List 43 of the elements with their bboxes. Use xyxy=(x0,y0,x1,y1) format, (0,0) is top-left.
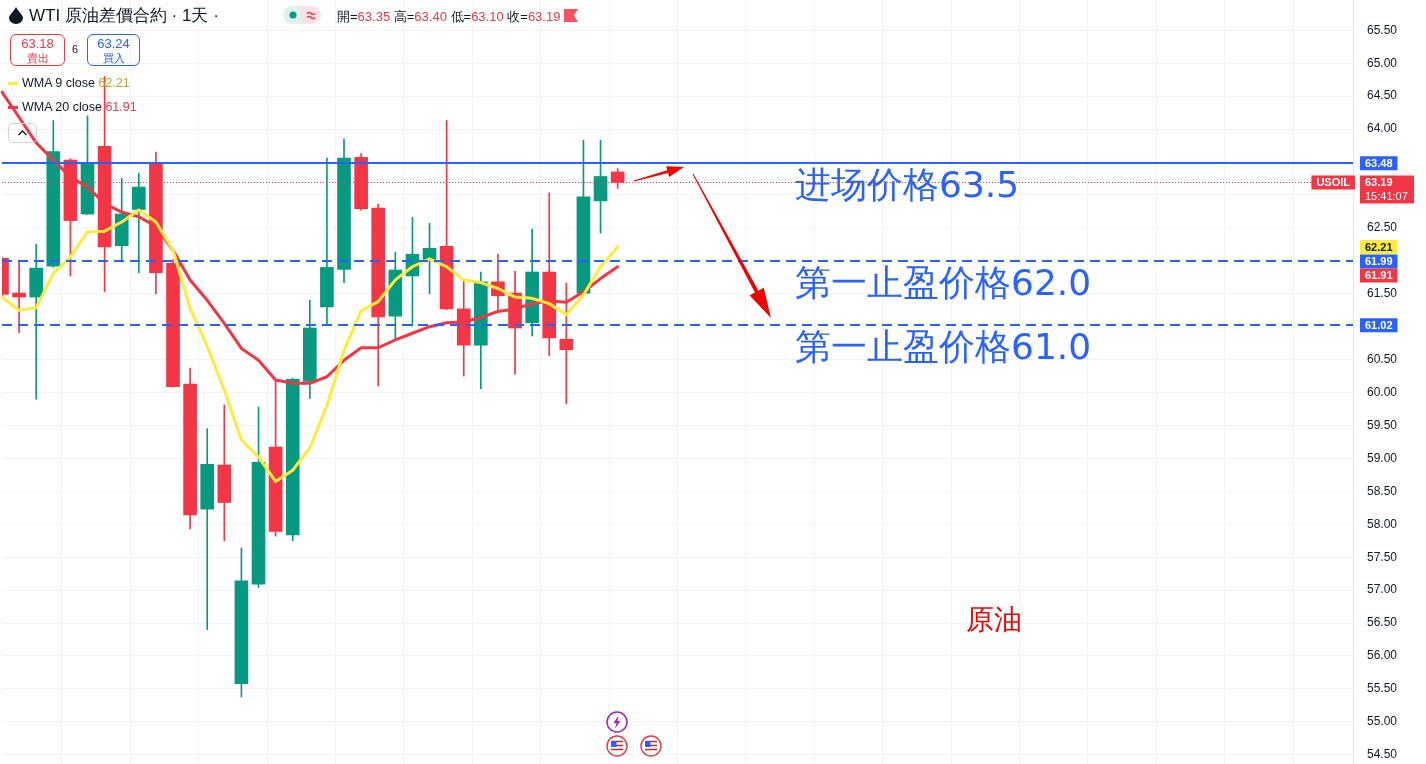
candlestick xyxy=(200,428,215,630)
annotation: 6 xyxy=(72,42,79,56)
y-tick-label: 54.50 xyxy=(1367,747,1398,762)
text: 62.21 xyxy=(1365,240,1393,253)
text: 15:41:07 xyxy=(1365,189,1408,202)
y-tick-label: 64.00 xyxy=(1367,121,1398,136)
y-tick-label: 57.00 xyxy=(1367,582,1398,597)
y-tick-label: 55.00 xyxy=(1367,714,1398,729)
y-tick-label: 56.00 xyxy=(1367,648,1398,663)
annotation: 61.91 xyxy=(105,100,137,114)
y-tick-label: 58.00 xyxy=(1367,516,1398,531)
ref-line-label: 63.48 xyxy=(1365,156,1393,169)
annotation: 第一止盈价格62.0 xyxy=(795,261,1092,303)
legend-label: WMA 20 close xyxy=(22,100,102,114)
y-tick-label: 60.50 xyxy=(1367,351,1398,366)
y-tick-label: 61.50 xyxy=(1367,286,1398,301)
legend-label: WMA 9 close xyxy=(22,76,95,90)
y-tick-label: 60.00 xyxy=(1367,384,1398,399)
y-tick-label: 55.50 xyxy=(1367,681,1398,696)
text: 開=63.35 高=63.40 低=63.10 收=63.19 xyxy=(337,9,561,24)
ref-line-label: 61.02 xyxy=(1365,318,1393,331)
annotation: 63.24 xyxy=(96,36,131,52)
y-tick-label: 64.50 xyxy=(1367,88,1398,103)
y-tick-label: 65.50 xyxy=(1367,22,1398,37)
y-tick-label: 65.00 xyxy=(1367,55,1398,70)
annotation: 賣出 xyxy=(25,52,50,65)
annotation: 買入 xyxy=(101,52,126,65)
candlestick xyxy=(29,244,44,400)
annotation: 原油 xyxy=(966,603,1022,637)
text: 61.91 xyxy=(1365,269,1393,281)
y-tick-label: 57.50 xyxy=(1367,549,1398,564)
annotation: 第一止盈价格61.0 xyxy=(795,325,1092,367)
y-tick-label: 56.50 xyxy=(1367,615,1398,630)
ref-line-label: 63.19 xyxy=(1365,175,1393,188)
annotation: USOIL xyxy=(1316,175,1351,188)
y-tick-label: 59.00 xyxy=(1367,450,1398,465)
ref-line-label: 61.99 xyxy=(1365,255,1393,267)
chart-title: WTI 原油差價合約 · 1天 · xyxy=(29,5,219,27)
y-tick-label: 59.50 xyxy=(1367,417,1398,432)
y-tick-label: 62.50 xyxy=(1367,220,1398,235)
y-tick-label: 58.50 xyxy=(1367,483,1398,498)
annotation: 63.18 xyxy=(20,36,55,52)
annotation: 进场价格63.5 xyxy=(795,163,1020,205)
